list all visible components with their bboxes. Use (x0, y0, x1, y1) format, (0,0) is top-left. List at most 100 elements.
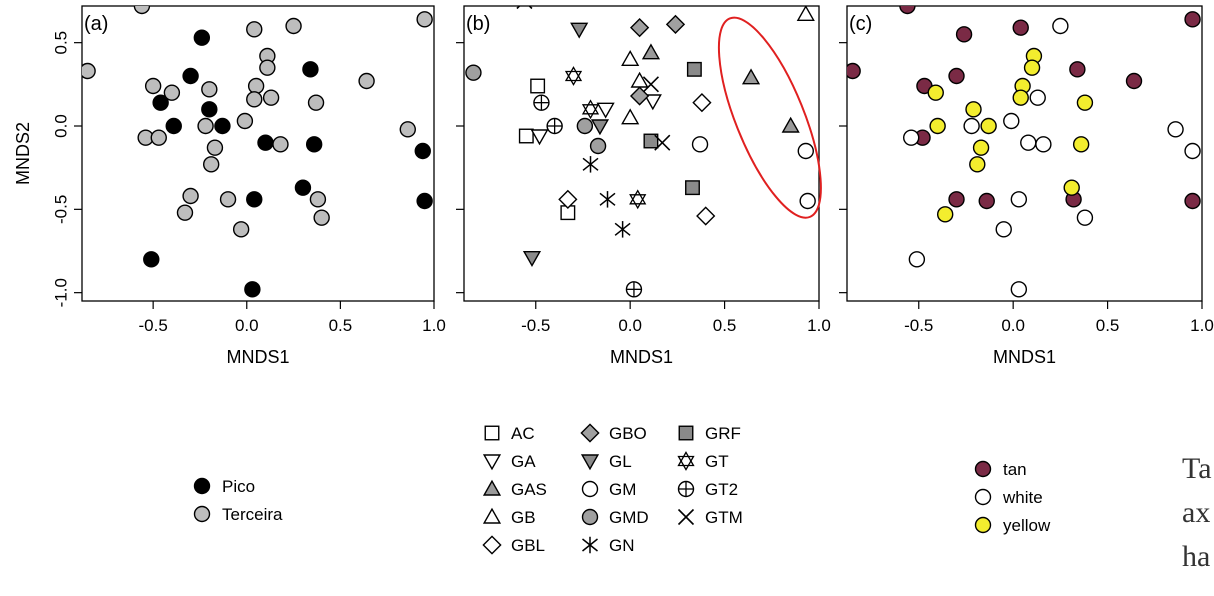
legend-symbol-yellow (974, 516, 992, 534)
side-text-fragment: ha (1182, 540, 1210, 573)
point-gb (796, 6, 815, 22)
point-pico (294, 179, 312, 196)
x-tick-label: 0.0 (1001, 316, 1025, 335)
legend-label-gt2: GT2 (705, 480, 738, 499)
point-pico (302, 61, 319, 78)
point-gm (799, 192, 816, 210)
point-yellow (1012, 89, 1029, 106)
point-pico (305, 136, 323, 153)
point-gbo (629, 18, 650, 38)
panel-label: (c) (849, 13, 872, 35)
point-terceira (176, 204, 194, 221)
y-tick-label: -1.0 (51, 278, 70, 307)
point-yellow (972, 139, 990, 156)
legend-symbol-gl (580, 454, 600, 471)
point-ga (643, 94, 662, 111)
point-gt2 (546, 117, 563, 135)
legend-symbol-gn (582, 536, 598, 554)
point-grf (686, 61, 702, 77)
point-pico (257, 134, 274, 151)
point-gl (570, 22, 589, 39)
legend-symbol-ac (484, 425, 500, 441)
point-pico (165, 117, 182, 135)
y-axis-label: MNDS2 (13, 122, 33, 185)
point-pico (193, 29, 211, 46)
x-axis-label: MNDS1 (610, 347, 673, 367)
plot-frame (81, 5, 435, 302)
point-white (1035, 136, 1052, 153)
panel-label: (a) (84, 13, 108, 35)
legend-symbol-gtm (677, 508, 695, 526)
point-terceira (313, 209, 330, 226)
legend-symbol-gbl (482, 535, 502, 555)
legend-symbol-gt2 (677, 480, 695, 498)
y-tick-label: 0.5 (51, 31, 70, 55)
point-gmd (589, 137, 607, 155)
point-terceira (285, 17, 302, 35)
point-ac (530, 78, 546, 94)
legend-label-ac: AC (511, 424, 535, 443)
side-text-fragment: Ta (1182, 452, 1212, 485)
point-gl (590, 119, 610, 136)
point-gt2 (625, 281, 643, 298)
point-terceira (201, 81, 218, 98)
data-points (465, 6, 816, 298)
point-gb (630, 71, 649, 88)
legend-label-gm: GM (609, 480, 636, 499)
point-pico (214, 117, 231, 135)
x-tick-label: 1.0 (807, 316, 831, 335)
point-terceira (246, 21, 263, 38)
point-yellow (936, 206, 954, 223)
legend-label-terceira: Terceira (222, 505, 283, 524)
point-terceira (202, 156, 220, 173)
x-tick-label: 1.0 (1190, 316, 1214, 335)
plot-frame (846, 5, 1203, 302)
panel-label: (b) (466, 13, 490, 35)
point-grf (643, 133, 659, 149)
point-pico (182, 67, 199, 85)
point-gn (614, 221, 631, 238)
legend-symbol-gm (581, 480, 599, 498)
point-terceira (150, 129, 167, 146)
point-pico (143, 251, 160, 268)
point-terceira (262, 89, 280, 106)
point-tan (847, 62, 861, 80)
point-tan (978, 192, 995, 210)
point-white (903, 129, 920, 146)
point-terceira (182, 187, 199, 205)
point-gm (691, 136, 709, 153)
y-tick-label: -0.5 (51, 195, 70, 224)
point-yellow (927, 84, 944, 101)
legend-label-pico: Pico (222, 477, 255, 496)
legend-symbol-tan (974, 460, 992, 478)
point-white (1076, 209, 1094, 226)
point-white (1010, 191, 1028, 208)
point-terceira (133, 6, 151, 15)
point-tan (1012, 19, 1029, 36)
point-tan (1184, 192, 1201, 210)
point-gb (621, 50, 640, 67)
point-yellow (1023, 59, 1041, 76)
point-pico (201, 101, 218, 118)
x-axis-label: MNDS1 (993, 347, 1056, 367)
legend-label-ga: GA (511, 452, 536, 471)
point-yellow (1076, 94, 1094, 111)
point-tan (948, 191, 965, 208)
point-tan (955, 26, 973, 43)
point-terceira (206, 139, 224, 156)
legend-symbol-white (974, 488, 992, 506)
x-tick-label: -0.5 (521, 316, 550, 335)
point-white (1052, 17, 1069, 35)
point-gas (741, 68, 761, 85)
legend-label-gas: GAS (511, 480, 547, 499)
point-gl (522, 250, 542, 267)
point-gm (797, 142, 814, 160)
figure-legends: Pico Terceira AC GA GAS GB GBL GBO GL GM GMD GN GRF G… (193, 423, 1051, 555)
legend-label-gbo: GBO (609, 424, 647, 443)
point-terceira (358, 72, 375, 90)
legend-symbol-gmd (581, 508, 599, 526)
legend-label-gn: GN (609, 536, 635, 555)
panel-3: -0.5 0.0 0.5 1.0 MNDS1 (c) (839, 5, 1214, 367)
x-tick-label: 0.5 (713, 316, 737, 335)
point-ga (596, 102, 615, 119)
